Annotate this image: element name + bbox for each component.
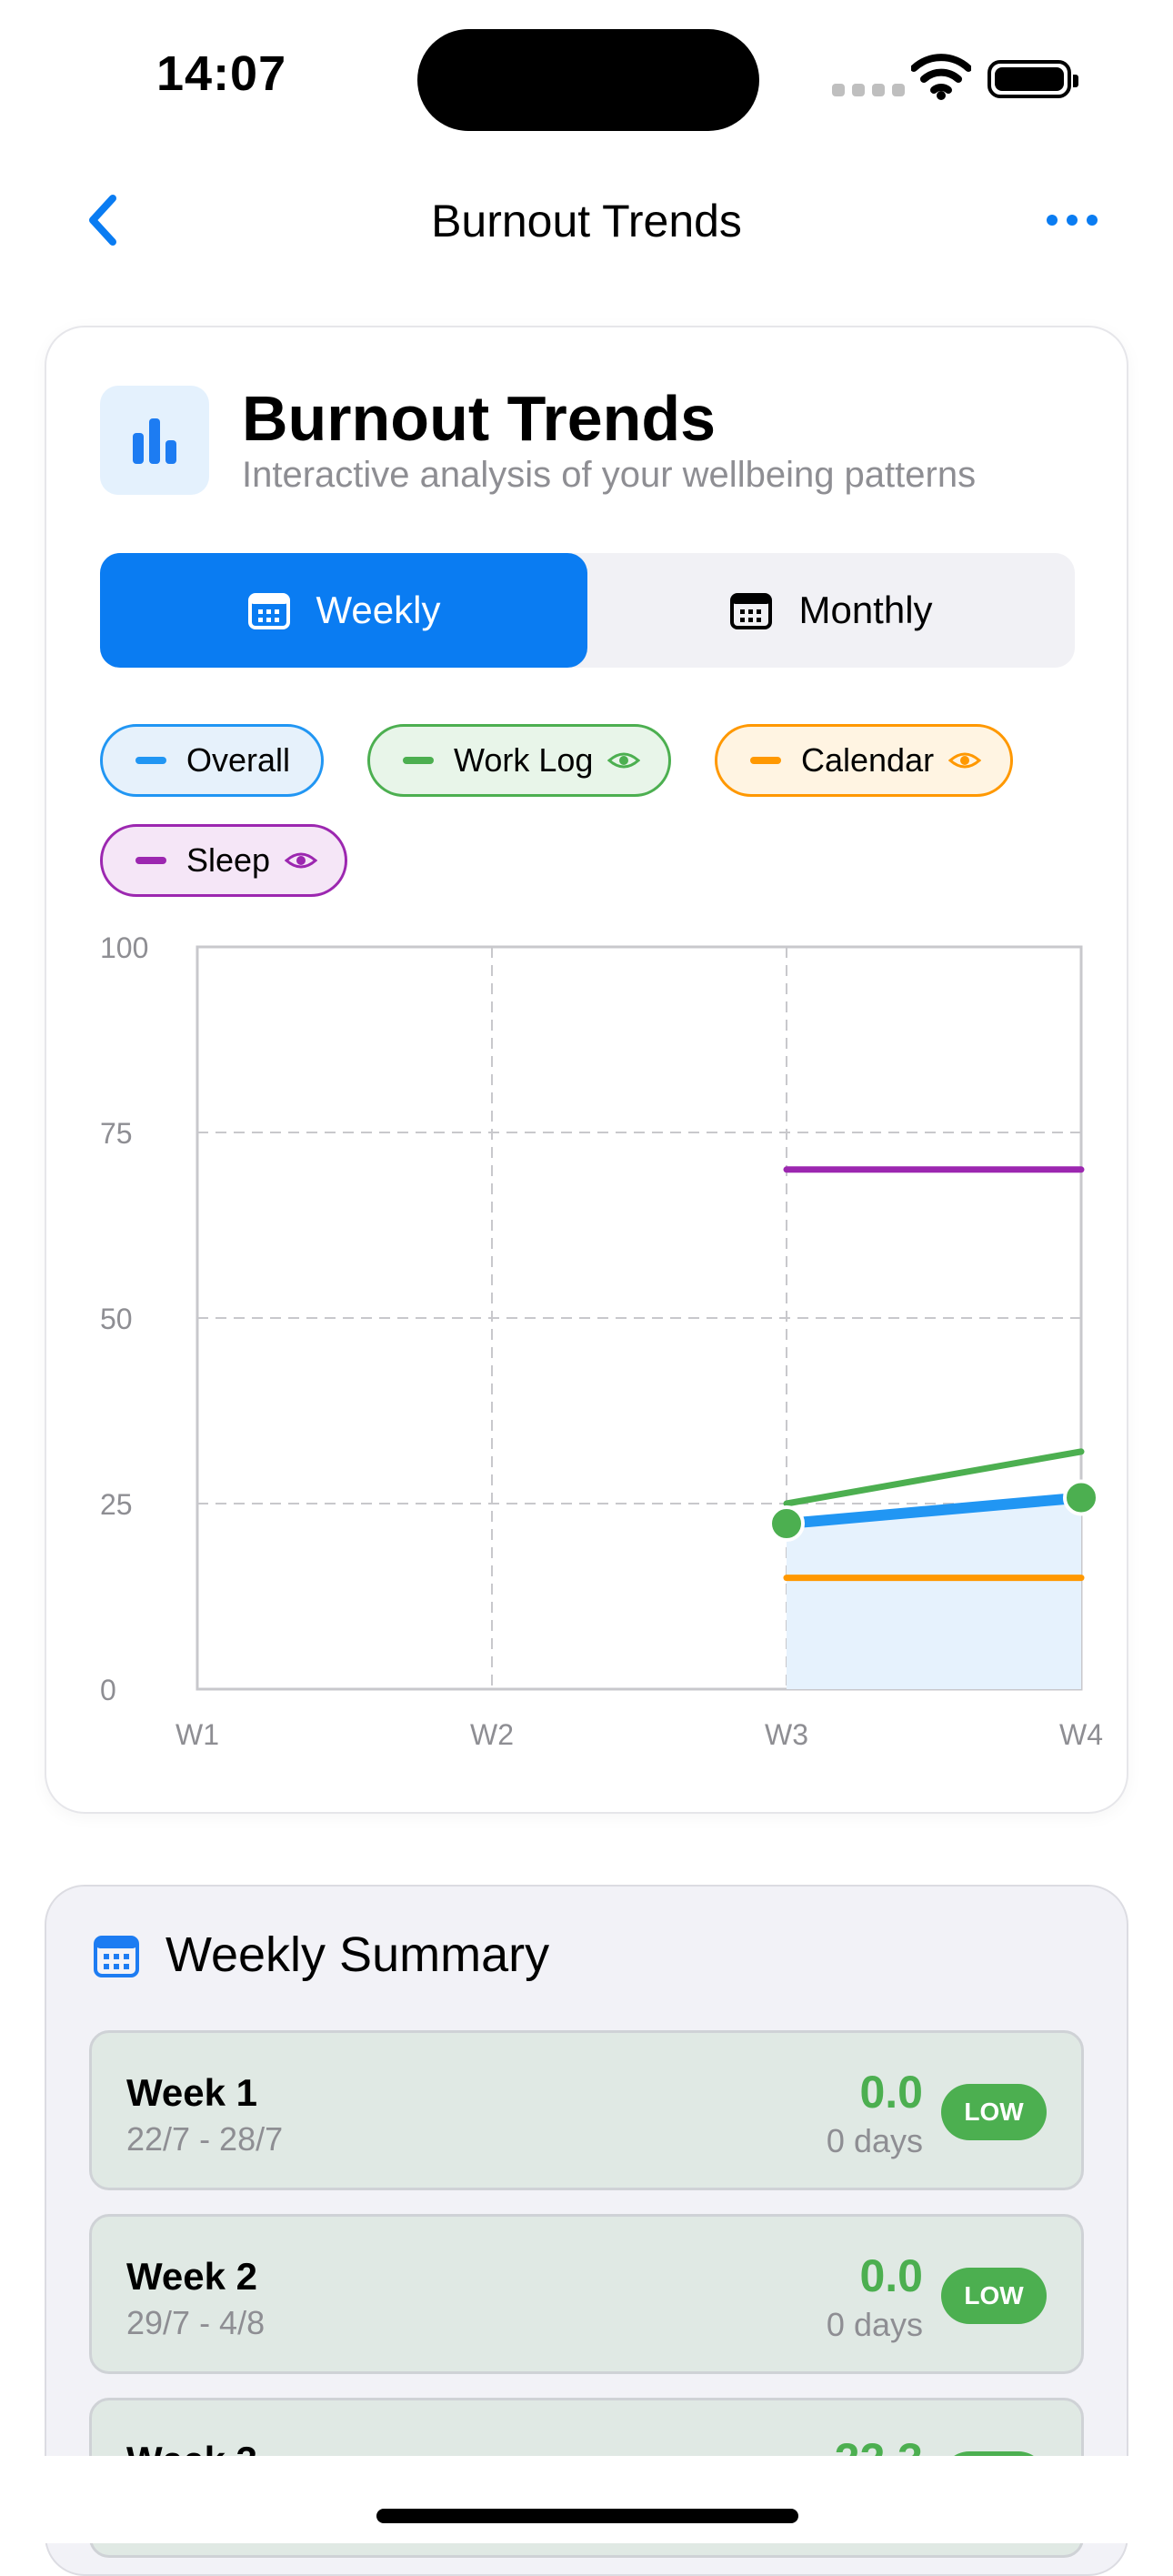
- week-name: Week 1: [126, 2071, 257, 2114]
- x-tick-label: W2: [470, 1718, 514, 1751]
- calendar-icon: [730, 593, 773, 629]
- home-indicator: [376, 2509, 798, 2523]
- more-options-button[interactable]: [1044, 202, 1100, 238]
- x-tick-label: W1: [175, 1718, 219, 1751]
- card-subtitle: Interactive analysis of your wellbeing p…: [242, 455, 977, 495]
- back-button[interactable]: [80, 191, 125, 249]
- eye-icon[interactable]: [285, 850, 318, 871]
- week-row[interactable]: Week 1 22/7 - 28/7 0.0 0 days LOW: [89, 2030, 1084, 2190]
- week-score: 0.0: [859, 2067, 923, 2118]
- work-log-series-line: [783, 1448, 1085, 1507]
- legend-chip-work-log[interactable]: Work Log: [367, 724, 671, 797]
- chip-label: Overall: [186, 741, 291, 779]
- burnout-trend-chart[interactable]: 100 75 50 25 0 W1 W2 W3 W4: [0, 0, 1173, 1783]
- y-tick-label: 0: [100, 1674, 116, 1706]
- y-tick-label: 100: [100, 931, 148, 964]
- calendar-swatch: [750, 757, 781, 764]
- y-tick-label: 75: [100, 1117, 133, 1150]
- period-segmented-control: Weekly Monthly: [100, 553, 1075, 668]
- overall-data-point: [1063, 1479, 1099, 1516]
- segment-monthly-label: Monthly: [798, 589, 933, 631]
- nav-title: Burnout Trends: [431, 196, 742, 247]
- week-dates: 22/7 - 28/7: [126, 2120, 284, 2158]
- dynamic-island: [417, 29, 759, 131]
- y-tick-label: 25: [100, 1488, 133, 1521]
- x-tick-label: W4: [1059, 1718, 1103, 1751]
- bar-chart-icon: [100, 386, 209, 495]
- overall-swatch: [135, 757, 166, 764]
- y-tick-label: 50: [100, 1303, 133, 1335]
- x-tick-label: W3: [765, 1718, 808, 1751]
- overall-data-point: [768, 1505, 805, 1543]
- week-days: 0 days: [826, 2122, 923, 2159]
- segment-monthly[interactable]: Monthly: [587, 553, 1075, 668]
- segment-weekly[interactable]: Weekly: [100, 553, 587, 668]
- cellular-signal-icon: [832, 80, 907, 98]
- week-dates: 29/7 - 4/8: [126, 2304, 266, 2341]
- week-score: 0.0: [859, 2250, 923, 2301]
- legend-chip-overall[interactable]: Overall: [100, 724, 324, 797]
- chip-label: Calendar: [801, 741, 935, 779]
- work-log-swatch: [403, 757, 434, 764]
- calendar-icon: [94, 1936, 139, 1977]
- eye-icon[interactable]: [607, 750, 641, 771]
- legend-chip-calendar[interactable]: Calendar: [715, 724, 1013, 797]
- status-time: 14:07: [156, 46, 287, 101]
- wifi-icon: [911, 54, 971, 100]
- calendar-icon: [247, 593, 290, 629]
- battery-icon: [988, 60, 1078, 98]
- sleep-swatch: [135, 857, 166, 864]
- weekly-summary-title: Weekly Summary: [165, 1927, 550, 1982]
- week-name: Week 2: [126, 2255, 257, 2298]
- bottom-safe-area: [0, 2456, 1173, 2543]
- chip-label: Work Log: [454, 741, 594, 779]
- overall-series-line: [781, 1492, 1087, 1530]
- overall-area: [787, 1497, 1081, 1689]
- week-days: 0 days: [826, 2306, 923, 2343]
- risk-badge: LOW: [941, 2084, 1047, 2140]
- eye-icon[interactable]: [948, 750, 982, 771]
- week-row[interactable]: Week 2 29/7 - 4/8 0.0 0 days LOW: [89, 2214, 1084, 2374]
- legend-chip-sleep[interactable]: Sleep: [100, 824, 347, 897]
- risk-badge: LOW: [941, 2268, 1047, 2324]
- card-title: Burnout Trends: [242, 383, 717, 454]
- chip-label: Sleep: [186, 841, 271, 879]
- segment-weekly-label: Weekly: [316, 589, 441, 631]
